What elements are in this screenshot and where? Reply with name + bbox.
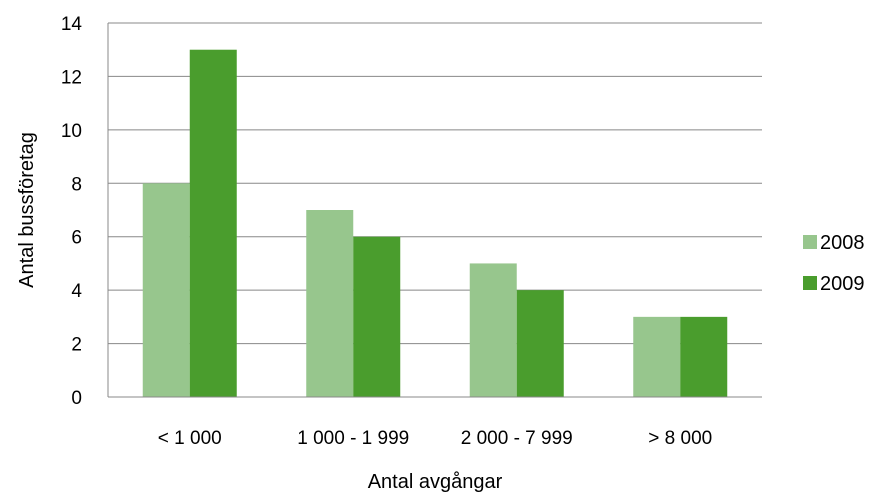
x-tick-label-2: 2 000 - 7 999 [461, 428, 573, 449]
y-tick-labels: 0 2 4 6 8 10 12 14 [61, 14, 83, 409]
x-tick-label-0: < 1 000 [158, 428, 222, 449]
y-tick-label-6: 6 [71, 228, 82, 249]
y-tick-label-4: 4 [71, 281, 82, 302]
bar-2008-3 [633, 316, 681, 397]
bar-2009-0 [189, 49, 237, 397]
bar-2008-1 [306, 210, 354, 397]
x-tick-label-1: 1 000 - 1 999 [297, 428, 409, 449]
y-tick-label-14: 14 [61, 14, 83, 35]
y-axis-title: Antal bussföretag [16, 132, 38, 288]
y-tick-label-0: 0 [71, 388, 82, 409]
bar-2008-2 [469, 263, 517, 397]
legend-label-2008: 2008 [820, 232, 865, 254]
legend: 2008 2009 [803, 232, 865, 295]
x-tick-label-3: > 8 000 [648, 428, 712, 449]
x-tick-labels: < 1 000 1 000 - 1 999 2 000 - 7 999 > 8 000 [158, 428, 712, 449]
y-tick-label-12: 12 [61, 67, 82, 88]
bar-2009-2 [516, 290, 564, 397]
bar-2009-1 [353, 236, 401, 397]
bar-2008-0 [142, 183, 190, 397]
y-tick-label-8: 8 [71, 174, 82, 195]
y-tick-label-10: 10 [61, 121, 82, 142]
bar-2009-3 [680, 316, 728, 397]
legend-swatch-2008 [803, 235, 817, 249]
x-axis-title: Antal avgångar [368, 471, 503, 493]
bars [142, 49, 728, 397]
y-tick-label-2: 2 [71, 335, 82, 356]
legend-swatch-2009 [803, 276, 817, 290]
legend-label-2009: 2009 [820, 273, 865, 295]
